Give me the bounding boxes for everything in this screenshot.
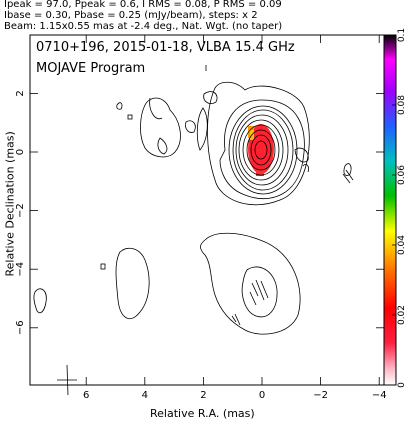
y-axis-label: Relative Declination (mas) bbox=[3, 131, 17, 277]
x-ticks: 6 4 2 0 −2 −4 bbox=[83, 35, 387, 401]
colorbar-tick-label: 0.06 bbox=[397, 165, 407, 185]
colorbar-tick-label: 0.08 bbox=[397, 95, 407, 115]
beam-cross bbox=[57, 364, 77, 396]
y-ticks: 2 0 −2 −4 −6 bbox=[15, 90, 384, 335]
header-line-2: Ibase = 0.30, Pbase = 0.25 (mJy/beam), s… bbox=[4, 10, 258, 21]
x-tick-label: 0 bbox=[259, 390, 265, 401]
colorbar bbox=[383, 34, 397, 386]
y-tick-label: −2 bbox=[15, 203, 26, 218]
polarization-core bbox=[248, 124, 274, 176]
x-tick-label: 2 bbox=[200, 390, 206, 401]
y-tick-label: −4 bbox=[15, 262, 26, 277]
minor-features bbox=[205, 65, 309, 173]
x-axis-label: Relative R.A. (mas) bbox=[150, 407, 255, 420]
y-tick-label: −6 bbox=[15, 320, 26, 335]
colorbar-tick-label: 0.02 bbox=[397, 305, 407, 325]
x-tick-label: −2 bbox=[313, 390, 328, 401]
colorbar-ticks: 0 0.02 0.04 0.06 0.08 0.1 bbox=[392, 28, 407, 388]
panel-program: MOJAVE Program bbox=[36, 61, 146, 76]
core-contours bbox=[207, 81, 310, 206]
x-tick-label: 4 bbox=[142, 390, 148, 401]
y-tick-label: 2 bbox=[15, 90, 26, 96]
x-tick-label: 6 bbox=[83, 390, 89, 401]
header-line-1: Ipeak = 97.0, Ppeak = 0.6, I RMS = 0.08,… bbox=[4, 0, 282, 10]
panel-title: 0710+196, 2015-01-18, VLBA 15.4 GHz bbox=[36, 40, 295, 55]
colorbar-tick-label: 0.04 bbox=[397, 235, 407, 255]
header-line-3: Beam: 1.15x0.55 mas at -2.4 deg., Nat. W… bbox=[4, 21, 283, 32]
colorbar-tick-label: 0 bbox=[397, 382, 407, 388]
y-tick-label: 0 bbox=[15, 149, 26, 155]
lower-contours bbox=[33, 163, 354, 335]
x-tick-label: −4 bbox=[372, 390, 387, 401]
plot-frame bbox=[29, 34, 385, 386]
colorbar-tick-label: 0.1 bbox=[397, 28, 407, 42]
upper-left-contours bbox=[116, 91, 218, 158]
